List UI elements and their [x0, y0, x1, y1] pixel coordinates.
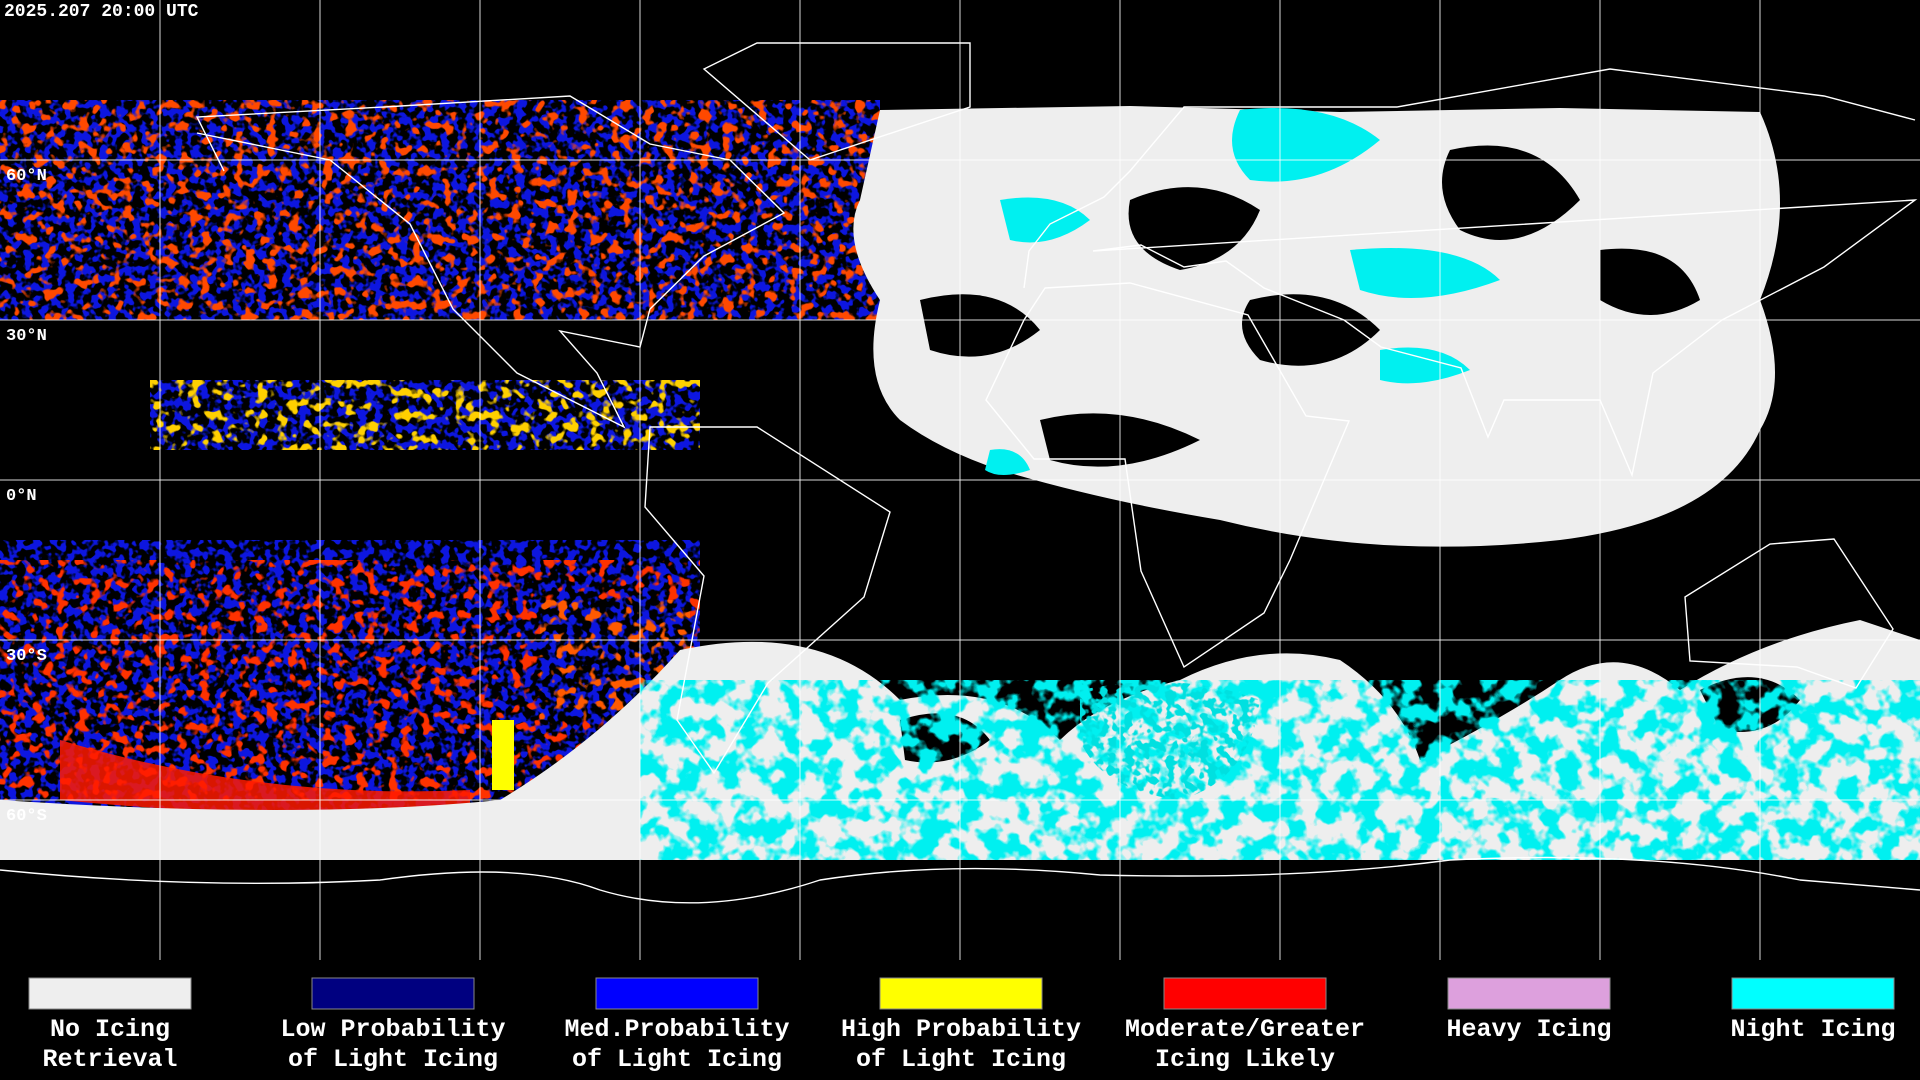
legend-label: Heavy Icing [1446, 1015, 1611, 1044]
moderate-band [60, 740, 470, 815]
coastlines [0, 42, 1920, 904]
legend-label: of Light Icing [288, 1045, 498, 1074]
legend-label: No Icing [50, 1015, 170, 1044]
legend-label: Moderate/Greater [1125, 1015, 1365, 1044]
legend-label: Retrieval [42, 1045, 177, 1074]
night-icing-north [985, 108, 1500, 475]
graticule [0, 0, 1920, 960]
latitude-label: 30°S [6, 647, 47, 666]
legend-label: Low Probability [280, 1015, 505, 1044]
legend-swatch [1447, 977, 1611, 1010]
legend-label: High Probability [841, 1015, 1081, 1044]
timestamp: 2025.207 20:00 UTC [4, 2, 199, 22]
legend-swatch [311, 977, 475, 1010]
latitude-label: 30°N [6, 327, 47, 346]
legend-swatch [1731, 977, 1895, 1010]
latitude-label: 0°N [6, 487, 37, 506]
legend-label: of Light Icing [856, 1045, 1066, 1074]
legend-label: Icing Likely [1155, 1045, 1335, 1074]
legend-swatch [879, 977, 1043, 1010]
legend-label: Night Icing [1730, 1015, 1895, 1044]
latitude-label: 60°N [6, 167, 47, 186]
legend-label: Med.Probability [564, 1015, 789, 1044]
high-patch [492, 720, 514, 790]
legend-swatch [595, 977, 759, 1010]
legend-label: of Light Icing [572, 1045, 782, 1074]
night-speckle [1080, 682, 1260, 800]
legend-swatch [28, 977, 192, 1010]
latitude-label: 60°S [6, 807, 47, 826]
legend-swatch [1163, 977, 1327, 1010]
